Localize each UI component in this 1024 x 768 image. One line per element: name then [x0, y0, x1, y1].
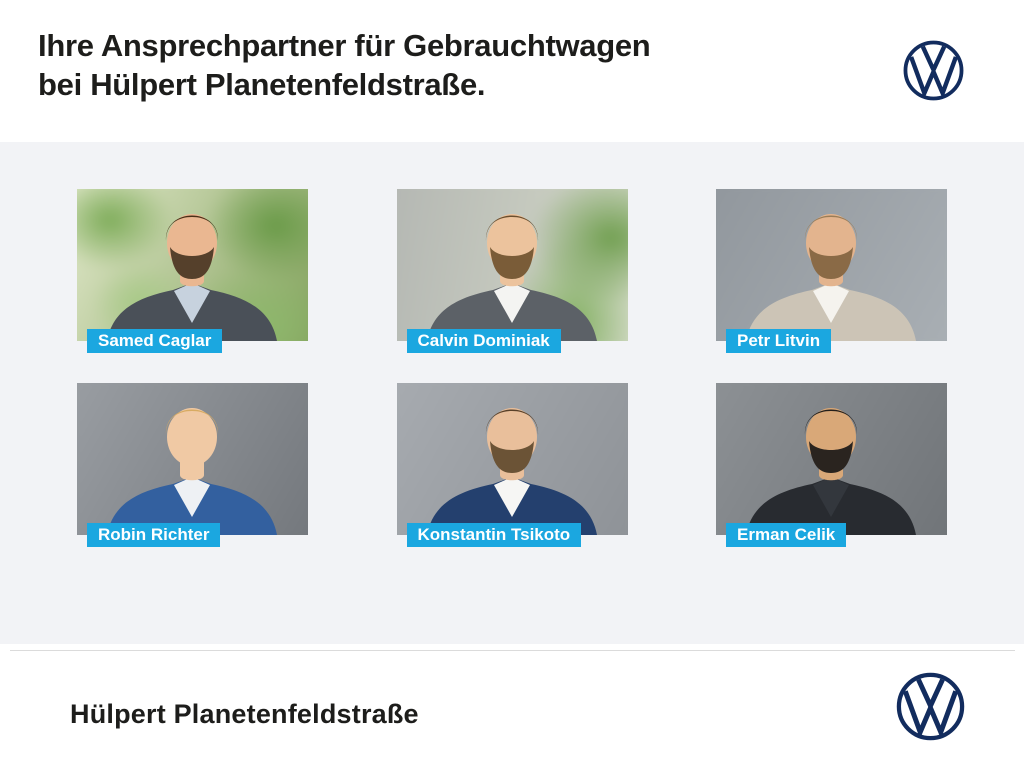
person-silhouette-icon — [107, 408, 277, 535]
staff-name: Konstantin Tsikoto — [417, 525, 571, 544]
staff-name-badge: Robin Richter — [87, 523, 221, 547]
dealer-name: Hülpert Planetenfeldstraße — [70, 699, 419, 729]
portrait-photo — [77, 383, 308, 535]
staff-row-1: Samed Caglar Calvin Dominiak — [37, 173, 1024, 357]
portrait-photo — [716, 383, 947, 535]
staff-card: Petr Litvin — [716, 189, 947, 353]
vw-roundel-icon — [903, 40, 964, 101]
volkswagen-logo — [895, 671, 966, 742]
footer-divider — [10, 650, 1015, 651]
portrait-photo — [716, 189, 947, 341]
staff-name-badge: Petr Litvin — [726, 329, 832, 353]
person-silhouette-icon — [426, 214, 597, 341]
staff-card: Robin Richter — [77, 383, 308, 547]
person-silhouette-icon — [746, 214, 916, 341]
page-title: Ihre Ansprechpartner für Gebrauchtwagen … — [38, 26, 651, 104]
volkswagen-logo — [902, 39, 965, 102]
portrait-photo — [396, 189, 628, 341]
staff-row-2: Robin Richter Konstantin Tsikoto — [37, 367, 987, 551]
staff-card: Samed Caglar — [77, 189, 308, 353]
vw-roundel-icon — [896, 672, 965, 741]
staff-name-badge: Samed Caglar — [87, 329, 223, 353]
page-title-line1: Ihre Ansprechpartner für Gebrauchtwagen — [38, 28, 651, 63]
staff-name: Petr Litvin — [737, 331, 821, 350]
person-silhouette-icon — [426, 408, 597, 535]
portrait-photo — [77, 189, 308, 341]
staff-card: Konstantin Tsikoto — [396, 383, 628, 547]
staff-name: Erman Celik — [737, 525, 836, 544]
page-title-line2: bei Hülpert Planetenfeldstraße. — [38, 67, 486, 102]
person-silhouette-icon — [107, 214, 277, 341]
staff-name: Samed Caglar — [98, 331, 212, 350]
staff-name-badge: Konstantin Tsikoto — [406, 523, 582, 547]
staff-card: Calvin Dominiak — [396, 189, 628, 353]
staff-name: Robin Richter — [98, 525, 210, 544]
staff-card: Erman Celik — [716, 383, 947, 547]
staff-name: Calvin Dominiak — [417, 331, 550, 350]
person-silhouette-icon — [746, 408, 916, 535]
staff-name-badge: Erman Celik — [726, 523, 847, 547]
portrait-photo — [396, 383, 628, 535]
staff-name-badge: Calvin Dominiak — [406, 329, 561, 353]
content-area: Samed Caglar Calvin Dominiak — [0, 142, 1024, 644]
